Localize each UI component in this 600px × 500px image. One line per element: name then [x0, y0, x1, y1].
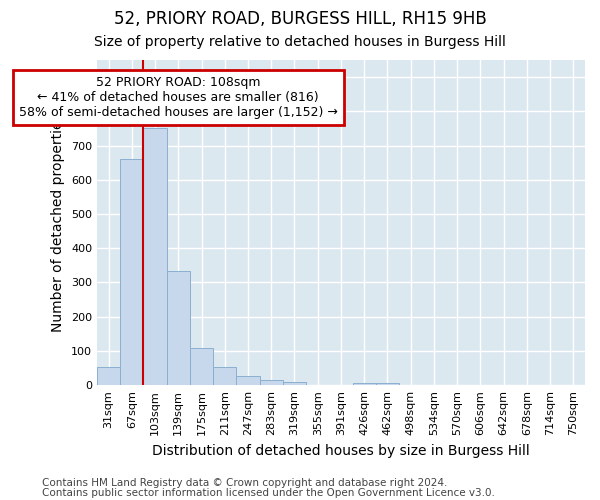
Text: Size of property relative to detached houses in Burgess Hill: Size of property relative to detached ho…	[94, 35, 506, 49]
Text: Contains public sector information licensed under the Open Government Licence v3: Contains public sector information licen…	[42, 488, 495, 498]
Bar	[143, 128, 167, 385]
Bar	[283, 382, 306, 385]
Text: 52, PRIORY ROAD, BURGESS HILL, RH15 9HB: 52, PRIORY ROAD, BURGESS HILL, RH15 9HB	[113, 10, 487, 28]
Bar	[236, 376, 260, 385]
Bar	[260, 380, 283, 385]
Bar	[167, 270, 190, 385]
Bar	[213, 368, 236, 385]
Text: 52 PRIORY ROAD: 108sqm
← 41% of detached houses are smaller (816)
58% of semi-de: 52 PRIORY ROAD: 108sqm ← 41% of detached…	[19, 76, 338, 119]
Bar	[97, 367, 120, 385]
Bar	[376, 384, 399, 385]
X-axis label: Distribution of detached houses by size in Burgess Hill: Distribution of detached houses by size …	[152, 444, 530, 458]
Text: Contains HM Land Registry data © Crown copyright and database right 2024.: Contains HM Land Registry data © Crown c…	[42, 478, 448, 488]
Bar	[353, 383, 376, 385]
Bar	[190, 348, 213, 385]
Bar	[120, 160, 143, 385]
Y-axis label: Number of detached properties: Number of detached properties	[52, 114, 65, 332]
